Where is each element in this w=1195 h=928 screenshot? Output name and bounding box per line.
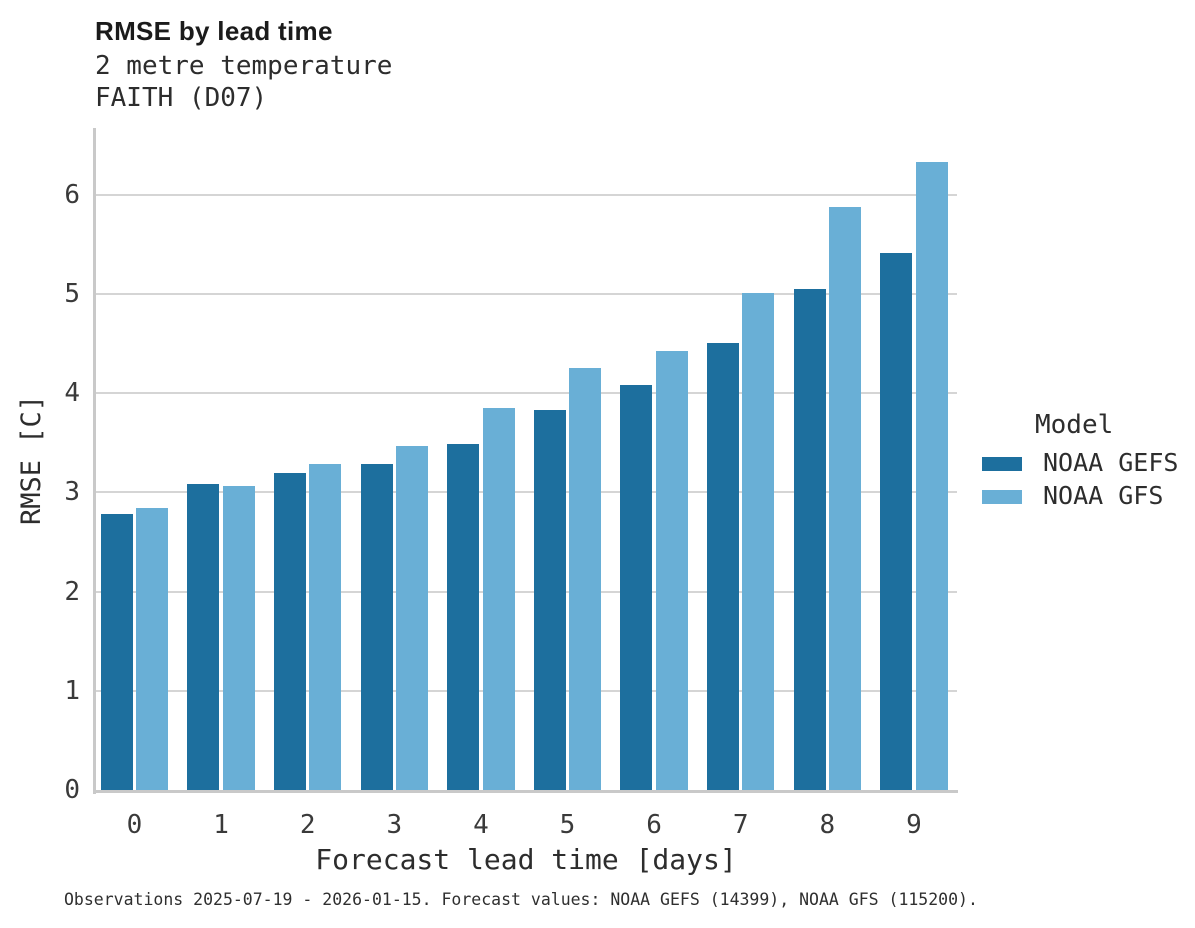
gridline-y-6 (95, 193, 957, 196)
bar-noaa-gefs-lead-9 (880, 253, 913, 790)
legend-label: NOAA GFS (1043, 481, 1164, 510)
y-tick-label-5: 5 (64, 279, 80, 309)
y-axis-line (93, 128, 96, 794)
x-tick-label-0: 0 (126, 810, 143, 840)
x-tick-label-1: 1 (213, 810, 229, 840)
x-tick-label-8: 8 (819, 810, 836, 840)
legend-label: NOAA GEFS (1043, 448, 1179, 477)
bar-noaa-gefs-lead-2 (273, 472, 306, 790)
bar-noaa-gefs-lead-8 (793, 289, 826, 790)
y-tick-label-3: 3 (64, 477, 80, 508)
chart-subtitle-station: FAITH (D07) (95, 83, 268, 113)
bar-noaa-gefs-lead-0 (100, 514, 133, 790)
legend-title: Model (1035, 410, 1114, 440)
bar-noaa-gfs-lead-3 (396, 445, 429, 790)
bar-noaa-gefs-lead-7 (706, 342, 739, 790)
bar-noaa-gfs-lead-9 (915, 162, 948, 790)
y-tick-label-2: 2 (64, 576, 80, 607)
bar-noaa-gfs-lead-8 (829, 206, 862, 790)
bar-noaa-gefs-lead-5 (533, 410, 566, 790)
gridline-y-5 (95, 293, 957, 295)
y-tick-label-6: 6 (64, 179, 80, 210)
gridline-y-2 (95, 590, 957, 593)
plot-area (93, 128, 958, 794)
gridline-y-1 (95, 689, 957, 692)
x-axis-label: Forecast lead time [days] (315, 843, 737, 876)
x-tick-label-6: 6 (646, 810, 662, 840)
x-tick-label-5: 5 (559, 810, 576, 840)
bar-noaa-gfs-lead-7 (742, 293, 775, 790)
chart-subtitle-variable: 2 metre temperature (95, 51, 393, 81)
x-axis-line (93, 790, 958, 793)
bar-noaa-gfs-lead-2 (309, 463, 342, 790)
legend-swatch-noaa-gefs (982, 457, 1022, 471)
gridline-y-4 (95, 392, 957, 395)
bar-noaa-gefs-lead-3 (360, 463, 393, 790)
bar-noaa-gfs-lead-6 (655, 350, 688, 790)
x-tick-label-3: 3 (386, 810, 403, 840)
y-tick-label-1: 1 (64, 675, 80, 706)
bar-noaa-gfs-lead-0 (136, 508, 169, 790)
gridline-y-3 (95, 491, 957, 494)
bar-noaa-gefs-lead-1 (187, 484, 220, 790)
legend-swatch-noaa-gfs (982, 490, 1022, 504)
x-tick-label-7: 7 (732, 810, 749, 840)
y-axis-label: RMSE [C] (16, 394, 47, 526)
x-tick-label-4: 4 (473, 810, 489, 840)
bar-noaa-gfs-lead-5 (569, 368, 602, 790)
caption: Observations 2025-07-19 - 2026-01-15. Fo… (64, 890, 978, 909)
y-tick-label-0: 0 (64, 775, 80, 805)
bar-noaa-gefs-lead-6 (620, 385, 653, 790)
x-tick-label-2: 2 (299, 810, 316, 840)
chart-title: RMSE by lead time (95, 16, 333, 46)
bar-noaa-gfs-lead-1 (222, 486, 255, 790)
y-tick-label-4: 4 (64, 378, 80, 409)
bar-noaa-gefs-lead-4 (447, 443, 480, 790)
bar-noaa-gfs-lead-4 (482, 408, 515, 790)
x-tick-label-9: 9 (906, 810, 922, 840)
